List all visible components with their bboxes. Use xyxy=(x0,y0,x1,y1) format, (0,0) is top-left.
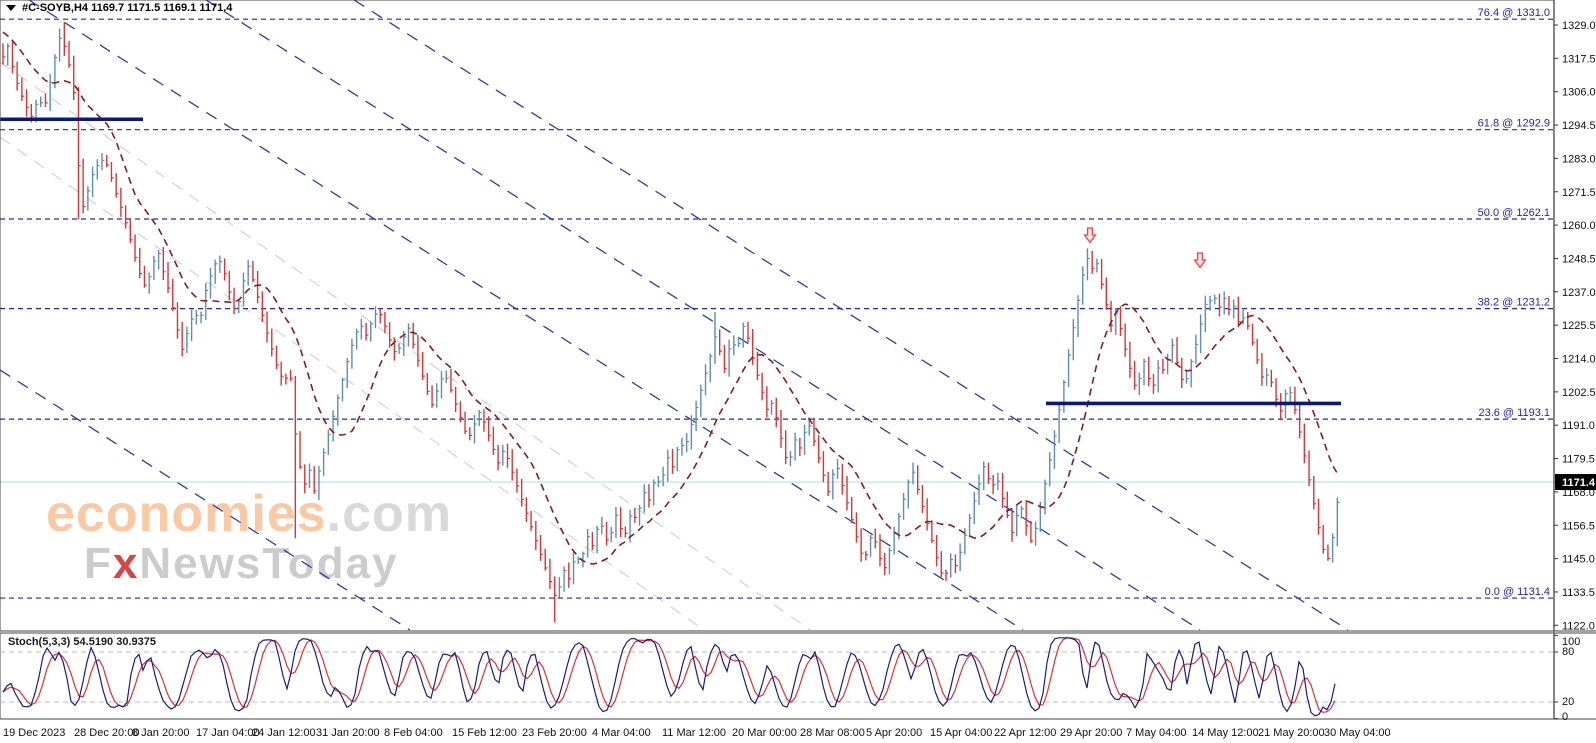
price-axis-label: 1260.0 xyxy=(1562,220,1596,232)
time-axis-label: 19 Dec 2023 xyxy=(3,727,65,739)
fib-level-label: 61.8 @ 1292.9 xyxy=(1478,118,1550,130)
time-axis-label: 20 Mar 00:00 xyxy=(732,727,797,739)
channel-median-line[interactable] xyxy=(0,136,705,631)
stoch-indicator-label: Stoch(5,3,3) 54.5190 30.9375 xyxy=(8,636,156,648)
price-axis-label: 1133.5 xyxy=(1562,587,1595,599)
fib-level-label: 23.6 @ 1193.1 xyxy=(1478,407,1550,419)
time-axis-label: 15 Feb 12:00 xyxy=(452,727,517,739)
chart-title-bar: #C-SOYB,H4 1169.7 1171.5 1169.1 1171.4 xyxy=(6,2,233,14)
watermark-brand: economies xyxy=(46,485,327,543)
time-axis-label: 28 Mar 08:00 xyxy=(800,727,865,739)
price-axis-label: 1122.0 xyxy=(1562,620,1595,632)
price-axis-label: 1329.0 xyxy=(1562,20,1596,32)
time-axis-label: 8 Jan 20:00 xyxy=(132,727,190,739)
price-axis-label: 1214.0 xyxy=(1562,354,1596,366)
watermark: economies.com FxNewsToday xyxy=(46,488,452,586)
fib-level-label: 50.0 @ 1262.1 xyxy=(1478,207,1550,219)
price-axis-label: 1237.0 xyxy=(1562,287,1596,299)
price-axis-label: 1294.5 xyxy=(1562,120,1596,132)
price-axis-label: 1156.5 xyxy=(1562,520,1595,532)
sell-arrow-icon xyxy=(1083,227,1097,244)
signal-arrows xyxy=(1083,227,1207,269)
price-axis-label: 1225.5 xyxy=(1562,320,1596,332)
time-axis-label: 15 Apr 04:00 xyxy=(930,727,992,739)
stochastic-indicator xyxy=(0,637,1554,717)
stoch-axis-label: 0 xyxy=(1562,711,1568,723)
time-axis[interactable]: 19 Dec 2023 28 Dec 20:008 Jan 20:00 17 Jan… xyxy=(3,727,1391,739)
time-axis-label: 30 May 04:00 xyxy=(1324,727,1391,739)
stoch-main-line xyxy=(2,637,1336,717)
time-axis-label: 8 Feb 04:00 xyxy=(384,727,443,739)
channel-trend-line[interactable] xyxy=(205,0,1201,631)
price-axis-label: 1271.5 xyxy=(1562,187,1596,199)
time-axis-label: 17 Jan 04:00 xyxy=(196,727,260,739)
price-axis-label: 1179.5 xyxy=(1562,454,1595,466)
channel-trend-line[interactable] xyxy=(28,0,1024,631)
stoch-axis-label: 100 xyxy=(1562,636,1580,648)
price-axis-label: 1202.5 xyxy=(1562,387,1596,399)
time-axis-label: 5 Apr 20:00 xyxy=(866,727,922,739)
time-axis-label: 11 Mar 12:00 xyxy=(662,727,726,739)
time-axis-label: 31 Jan 20:00 xyxy=(316,727,380,739)
time-axis-label: 14 May 12:00 xyxy=(1192,727,1259,739)
price-bars xyxy=(2,22,1340,623)
stoch-signal-line xyxy=(2,637,1336,714)
time-axis-label: 28 Dec 20:00 xyxy=(74,727,139,739)
current-price-badge-label: 1171.4 xyxy=(1562,477,1596,489)
watermark-brand-line: economies.com xyxy=(46,488,452,540)
stoch-axis-label: 80 xyxy=(1562,646,1574,658)
price-axis-label: 1191.0 xyxy=(1562,420,1595,432)
time-axis-label: 29 Apr 20:00 xyxy=(1060,727,1122,739)
main-chart-surface[interactable] xyxy=(0,0,1554,631)
moving-average-line[interactable] xyxy=(2,31,1338,565)
price-axis-label: 1283.0 xyxy=(1562,153,1596,165)
fib-level-label: 76.4 @ 1331.0 xyxy=(1478,7,1550,19)
watermark-tagline: FxNewsToday xyxy=(84,542,452,586)
time-axis-label: 4 Mar 04:00 xyxy=(592,727,651,739)
fibonacci-levels: 76.4 @ 1331.0 61.8 @ 1292.9 50.0 @ 1262.1 3… xyxy=(0,7,1554,599)
price-axis-label: 1317.5 xyxy=(1562,53,1596,65)
price-axis-label: 1145.0 xyxy=(1562,554,1595,566)
current-price-badge xyxy=(1555,474,1596,491)
channel-trend-line[interactable] xyxy=(353,0,1349,631)
sell-arrow-icon xyxy=(1193,252,1207,269)
time-axis-label: 24 Jan 12:00 xyxy=(252,727,316,739)
time-axis-label: 23 Feb 20:00 xyxy=(522,727,587,739)
time-axis-label: 21 May 20:00 xyxy=(1258,727,1325,739)
fib-level-label: 38.2 @ 1231.2 xyxy=(1478,297,1550,309)
chart-title: #C-SOYB,H4 1169.7 1171.5 1169.1 1171.4 xyxy=(22,2,233,14)
watermark-brand-suffix: .com xyxy=(327,485,452,543)
panel-borders xyxy=(0,0,1596,720)
time-axis-label: 22 Apr 12:00 xyxy=(994,727,1056,739)
channel-trend-line[interactable] xyxy=(0,369,411,631)
price-axis[interactable]: 1329.0 1317.5 1306.0 1294.5 1283.0 1271.5 1260… xyxy=(1553,0,1596,719)
stoch-axis-label: 20 xyxy=(1562,696,1574,708)
symbol-dropdown-icon[interactable] xyxy=(6,5,16,11)
stoch-title: Stoch(5,3,3) 54.5190 30.9375 xyxy=(8,636,156,648)
price-axis-label: 1248.5 xyxy=(1562,253,1596,265)
price-axis-label: 1306.0 xyxy=(1562,87,1596,99)
channel-median-line[interactable] xyxy=(0,61,811,631)
support-lines xyxy=(0,117,1341,406)
fib-level-label: 0.0 @ 1131.4 xyxy=(1485,586,1550,598)
watermark-x-glyph: x xyxy=(113,539,139,588)
trend-channel-lines xyxy=(0,0,1349,631)
time-axis-label: 7 May 04:00 xyxy=(1126,727,1187,739)
